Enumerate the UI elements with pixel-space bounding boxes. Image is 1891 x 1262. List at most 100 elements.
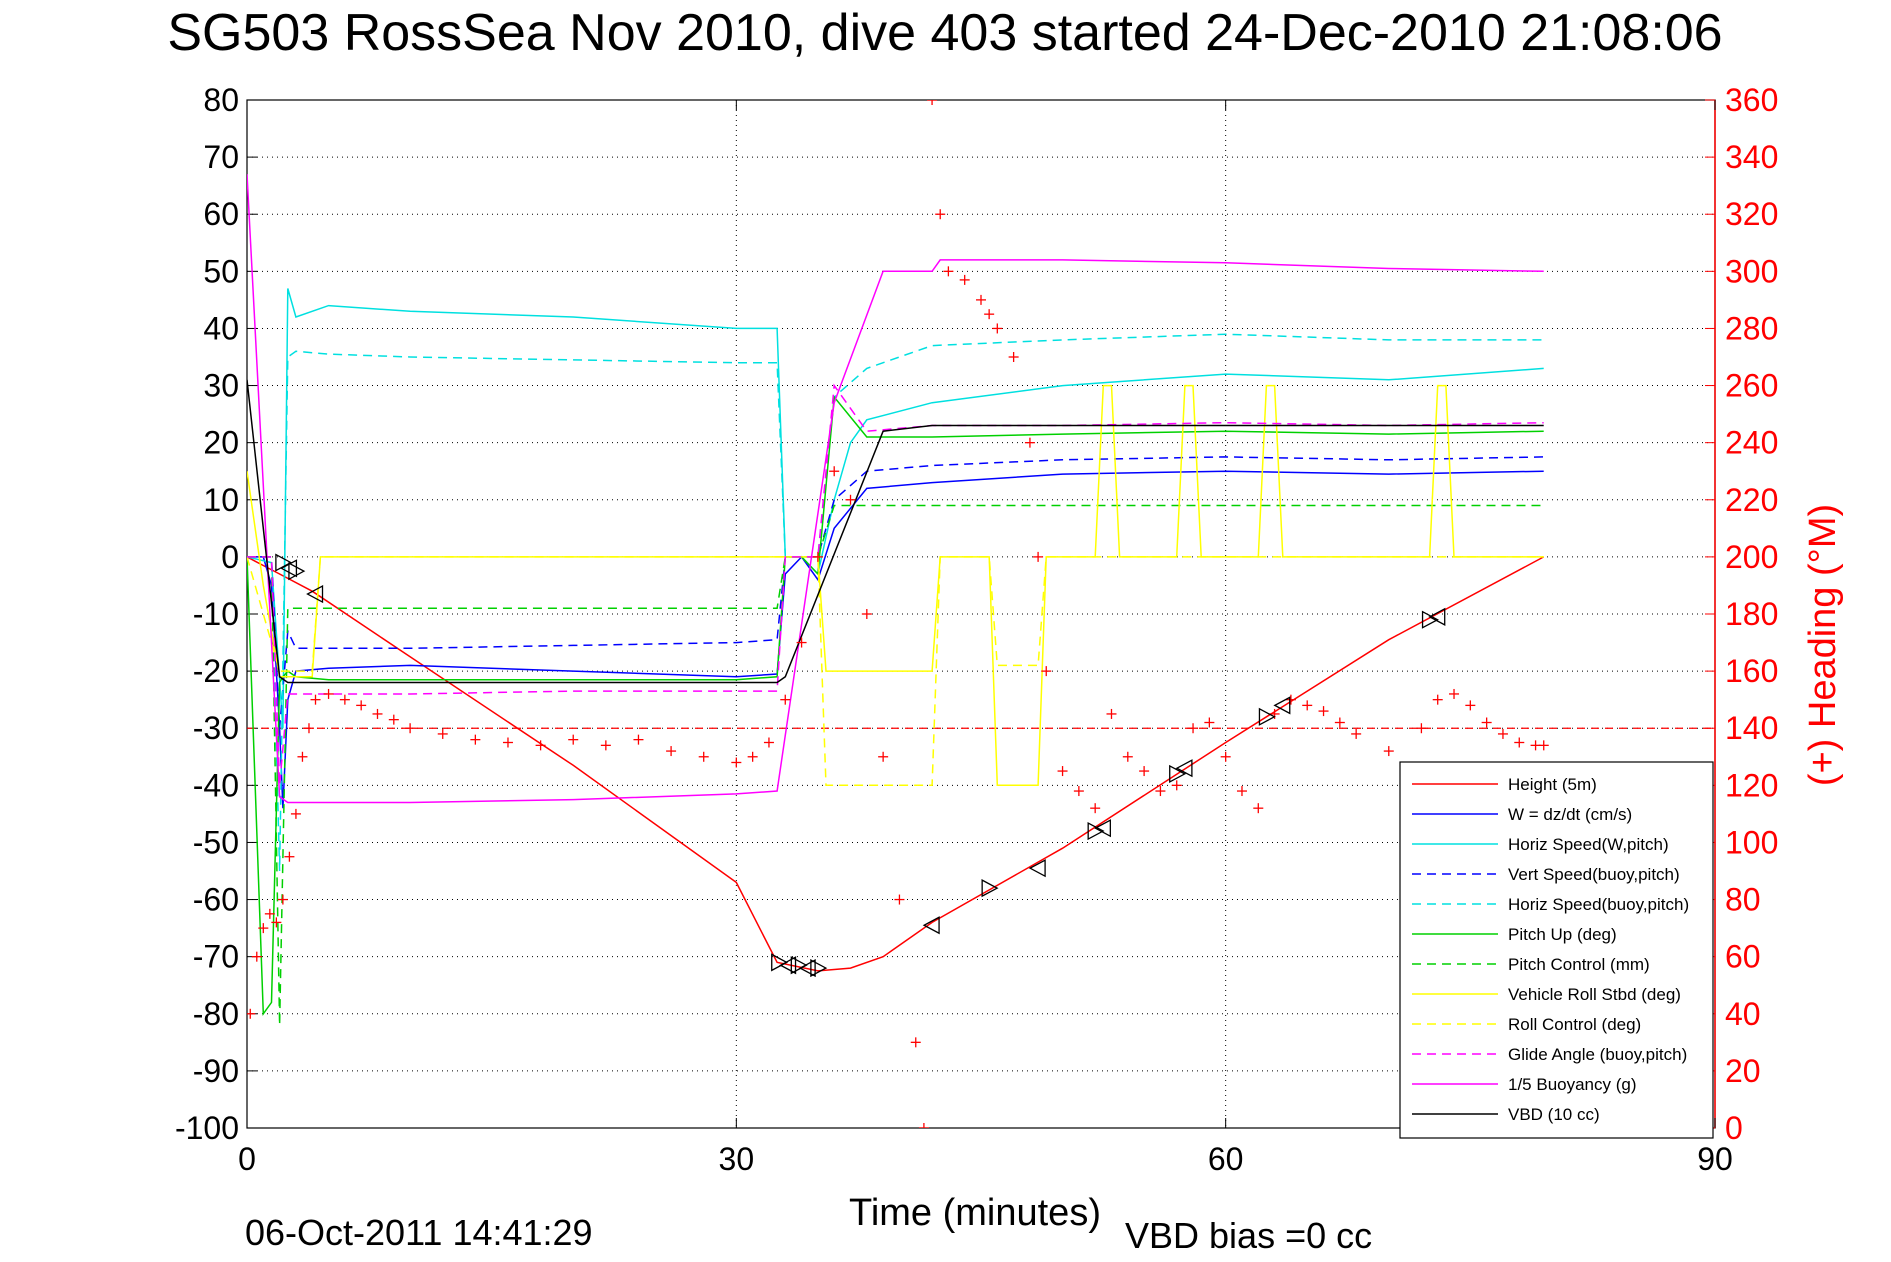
heading-point <box>470 734 481 745</box>
legend-label: Height (5m) <box>1508 775 1597 794</box>
series-line <box>247 288 1544 729</box>
triangle-marker <box>779 956 797 975</box>
series-line <box>247 395 1544 1017</box>
heading-point <box>1432 694 1443 705</box>
triangle-marker <box>922 916 940 935</box>
y2-tick-label: 60 <box>1725 939 1761 975</box>
y-tick-label: -30 <box>193 710 239 746</box>
x-tick-label: 30 <box>719 1141 755 1177</box>
heading-point <box>894 894 905 905</box>
y-tick-label: 80 <box>203 82 239 118</box>
triangle-marker <box>1273 696 1291 715</box>
y2-tick-label: 200 <box>1725 539 1778 575</box>
y2-tick-label: 160 <box>1725 653 1778 689</box>
heading-point <box>1416 723 1427 734</box>
triangle-marker <box>790 956 808 975</box>
heading-point <box>303 723 314 734</box>
heading-point <box>247 1008 256 1019</box>
heading-point <box>812 551 823 562</box>
y2-tick-label: 280 <box>1725 310 1778 346</box>
series-line <box>247 456 1544 729</box>
heading-point <box>1285 694 1296 705</box>
heading-point <box>1497 728 1508 739</box>
series-line <box>247 174 1544 804</box>
y2-tick-label: 0 <box>1725 1110 1743 1146</box>
heading-point <box>1449 688 1460 699</box>
heading-point <box>976 294 986 305</box>
legend-label: W = dz/dt (cm/s) <box>1508 805 1632 824</box>
y-tick-label: 20 <box>203 425 239 461</box>
legend-label: Vehicle Roll Stbd (deg) <box>1508 985 1681 1004</box>
y2-tick-label: 120 <box>1725 767 1778 803</box>
y2-tick-label: 320 <box>1725 196 1778 232</box>
triangle-marker <box>1175 759 1193 778</box>
y-tick-label: -40 <box>193 767 239 803</box>
series-line <box>247 384 1544 787</box>
axes: 0 30 60 9080706050403020100-10-20-30-40-50-… <box>175 82 1778 1177</box>
heading-point <box>356 700 367 711</box>
heading-point <box>1171 780 1182 791</box>
y-tick-label: -90 <box>193 1053 239 1089</box>
heading-point <box>698 751 709 762</box>
heading-point <box>747 751 758 762</box>
triangle-marker <box>288 562 306 581</box>
series-line <box>247 504 1544 1026</box>
heading-point <box>1236 786 1247 797</box>
legend-label: Roll Control (deg) <box>1508 1015 1641 1034</box>
heading-point <box>1253 803 1264 814</box>
heading-point <box>271 917 282 928</box>
heading-point <box>1302 700 1313 711</box>
heading-point <box>1188 723 1199 734</box>
triangle-marker <box>1421 610 1439 629</box>
legend-box <box>1399 761 1714 1139</box>
plot-area <box>247 100 1715 1128</box>
footer-timestamp: 06-Oct-2011 14:41:29 <box>245 1212 593 1253</box>
heading-point <box>918 1123 929 1128</box>
heading-point <box>1538 740 1549 751</box>
heading-point <box>600 740 611 751</box>
heading-point <box>277 894 288 905</box>
triangle-marker <box>1258 707 1276 726</box>
x-axis-label: Time (minutes) <box>849 1192 1101 1234</box>
heading-point <box>763 737 774 748</box>
y2-tick-label: 80 <box>1725 882 1761 918</box>
triangle-marker <box>771 953 789 972</box>
heading-point <box>1139 766 1150 777</box>
heading-point <box>1465 700 1476 711</box>
legend-label: Glide Angle (buoy,pitch) <box>1508 1045 1687 1064</box>
heading-point <box>1122 751 1133 762</box>
triangle-marker <box>1428 607 1446 626</box>
chart-title: SG503 RossSea Nov 2010, dive 403 started… <box>167 4 1722 62</box>
heading-point <box>297 751 308 762</box>
heading-point <box>405 723 416 734</box>
heading-point <box>943 266 954 277</box>
series-line <box>247 556 1544 787</box>
y-tick-label: 30 <box>203 368 239 404</box>
footer-vbd-bias: VBD bias =0 cc <box>1125 1215 1372 1256</box>
legend-label: Pitch Control (mm) <box>1508 955 1650 974</box>
heading-point <box>1204 717 1215 728</box>
heading-point <box>633 734 644 745</box>
y2-tick-label: 140 <box>1725 710 1778 746</box>
heading-point <box>845 494 856 505</box>
heading-point <box>1057 766 1068 777</box>
y2-tick-label: 40 <box>1725 996 1761 1032</box>
legend-label: Horiz Speed(W,pitch) <box>1508 835 1669 854</box>
y-tick-label: 50 <box>203 253 239 289</box>
heading-point <box>372 708 383 719</box>
y2-axis-label: (+) Heading (°M) <box>1802 504 1844 786</box>
x-tick-label: 0 <box>238 1141 256 1177</box>
heading-point <box>251 951 262 962</box>
y2-tick-label: 260 <box>1725 368 1778 404</box>
heading-point <box>1155 786 1166 797</box>
heading-point <box>290 808 301 819</box>
triangle-marker <box>1028 859 1046 878</box>
heading-point <box>1383 746 1394 757</box>
series-line <box>247 333 1544 872</box>
y-tick-label: -50 <box>193 824 239 860</box>
heading-point <box>1073 786 1084 797</box>
triangle-marker <box>1169 764 1187 783</box>
heading-point <box>1514 737 1525 748</box>
heading-point <box>1008 352 1019 362</box>
